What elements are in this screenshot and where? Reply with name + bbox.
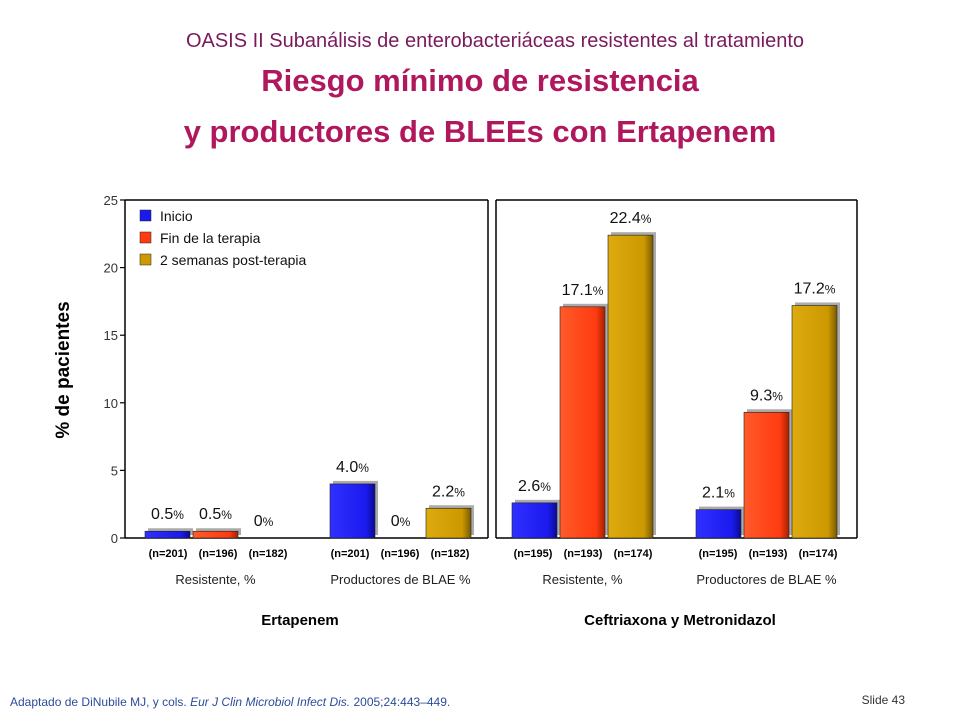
n-label: (n=182): [249, 548, 288, 560]
bar-fin: [743, 411, 790, 539]
legend-entry: Inicio: [160, 208, 193, 224]
y-tick-label: 15: [104, 328, 118, 343]
page-title-line1: Riesgo mínimo de resistencia: [261, 63, 699, 98]
data-label: 2.2%: [432, 483, 465, 500]
bar-post: [607, 234, 654, 539]
bar-post: [425, 507, 472, 539]
n-label: (n=196): [381, 548, 420, 560]
panel-label: Ceftriaxona y Metronidazol: [584, 612, 776, 629]
y-tick-label: 5: [111, 463, 118, 478]
data-label: 0%: [254, 513, 274, 530]
bar-post: [791, 305, 838, 539]
y-tick-label: 0: [111, 531, 118, 546]
citation-suffix: 2005;24:443–449.: [350, 695, 451, 709]
legend-entry: Fin de la terapia: [160, 230, 261, 246]
y-tick-label: 25: [104, 193, 118, 208]
data-label: 17.1%: [562, 282, 604, 299]
citation: Adaptado de DiNubile MJ, y cols. Eur J C…: [10, 695, 450, 709]
n-label: (n=193): [749, 548, 788, 560]
group-label: Productores de BLAE %: [330, 572, 471, 587]
legend-swatch-post: [139, 253, 152, 266]
data-label: 0.5%: [199, 506, 232, 523]
y-axis-label: % de pacientes: [53, 301, 74, 438]
bar-fin: [192, 530, 239, 539]
group-label: Resistente, %: [542, 572, 623, 587]
legend-entry: 2 semanas post-terapia: [160, 252, 307, 268]
data-label: 0.5%: [151, 506, 184, 523]
bar-inicio: [511, 502, 558, 539]
bar-inicio: [695, 509, 742, 539]
bar-inicio: [329, 483, 376, 539]
group-label: Resistente, %: [175, 572, 256, 587]
data-label: 2.6%: [518, 478, 551, 495]
legend-swatch-fin: [139, 231, 152, 244]
group-label: Productores de BLAE %: [696, 572, 837, 587]
n-label: (n=182): [431, 548, 470, 560]
n-label: (n=193): [564, 548, 603, 560]
n-label: (n=201): [149, 548, 188, 560]
n-label: (n=174): [614, 548, 653, 560]
n-label: (n=174): [799, 548, 838, 560]
legend-swatch-inicio: [139, 209, 152, 222]
y-tick-label: 10: [104, 396, 118, 411]
n-label: (n=196): [199, 548, 238, 560]
n-label: (n=195): [514, 548, 553, 560]
citation-journal: Eur J Clin Microbiol Infect Dis.: [190, 695, 351, 709]
n-label: (n=201): [331, 548, 370, 560]
data-label: 9.3%: [750, 387, 783, 404]
subtitle: OASIS II Subanálisis de enterobacteriáce…: [185, 30, 805, 52]
n-label: (n=195): [699, 548, 738, 560]
bar-inicio: [144, 530, 191, 539]
y-tick-label: 20: [104, 261, 118, 276]
panel-label: Ertapenem: [261, 612, 339, 629]
data-label: 22.4%: [610, 210, 652, 227]
data-label: 0%: [391, 513, 411, 530]
bar-fin: [559, 306, 606, 539]
page-title-line2: y productores de BLEEs con Ertapenem: [183, 114, 777, 149]
data-label: 2.1%: [702, 485, 735, 502]
data-label: 17.2%: [794, 280, 836, 297]
slide-number: Slide 43: [861, 693, 905, 707]
citation-prefix: Adaptado de DiNubile MJ, y cols.: [10, 695, 191, 709]
data-label: 4.0%: [336, 459, 369, 476]
